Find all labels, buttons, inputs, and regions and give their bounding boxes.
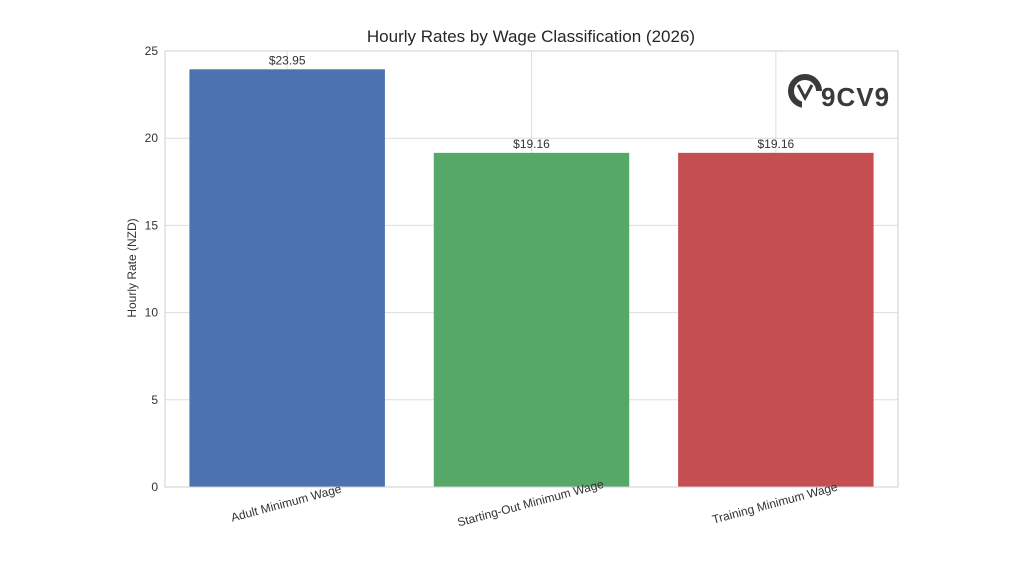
chart-title: Hourly Rates by Wage Classification (202…: [367, 27, 695, 46]
y-tick-label: 0: [151, 480, 158, 494]
y-axis-label: Hourly Rate (NZD): [125, 218, 139, 317]
bar-value-label: $19.16: [513, 137, 550, 151]
9cv9-logo-icon: [788, 74, 822, 109]
watermark-logo: 9CV9: [788, 74, 890, 112]
bar-value-label: $23.95: [269, 53, 306, 67]
y-tick-label: 25: [145, 44, 159, 58]
bar: [433, 152, 630, 487]
plot-frame: [164, 50, 899, 488]
y-tick-label: 15: [145, 218, 159, 232]
y-tick-label: 10: [145, 306, 159, 320]
watermark-text: 9CV9: [821, 82, 890, 112]
bar-value-label: $19.16: [757, 137, 794, 151]
y-tick-label: 20: [145, 131, 159, 145]
bar: [678, 152, 874, 487]
x-tick-label: Adult Minimum Wage: [229, 482, 343, 525]
bar: [189, 69, 385, 487]
y-tick-label: 5: [151, 393, 158, 407]
bars: $23.95 $19.16 $19.16: [189, 53, 874, 487]
